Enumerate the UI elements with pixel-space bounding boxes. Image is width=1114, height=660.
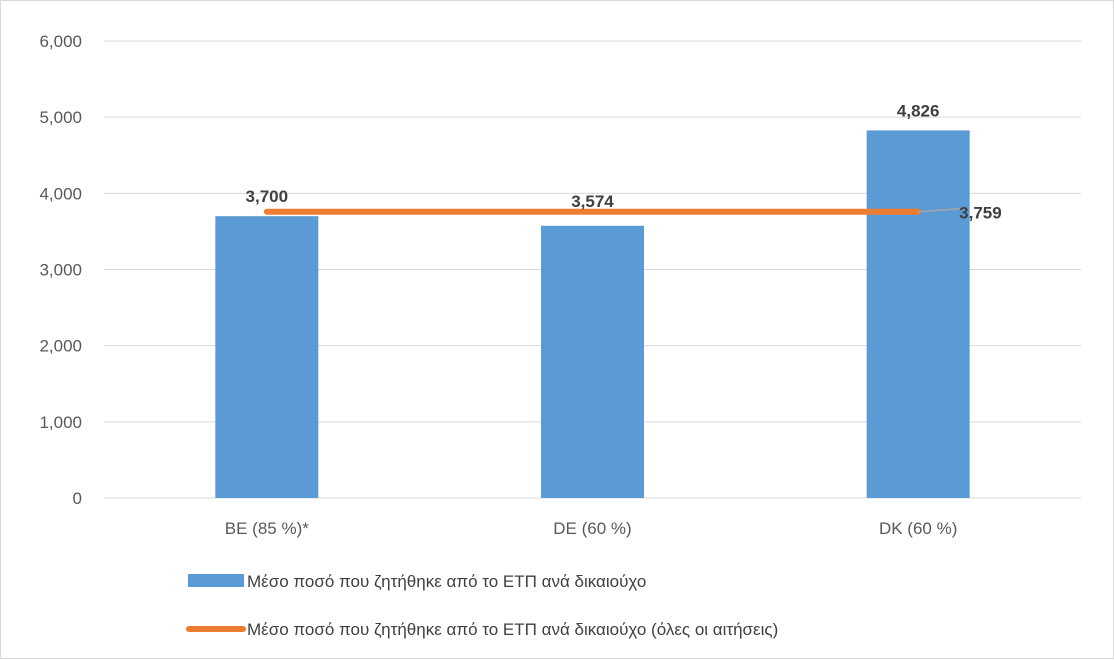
legend-swatch-bar [188,574,244,587]
x-tick-label: DK (60 %) [879,519,957,538]
legend-item-line: Μέσο ποσό που ζητήθηκε από το ΕΤΠ ανά δι… [189,620,778,639]
y-tick-label: 0 [73,489,82,508]
average-value-label: 3,759 [959,204,1002,223]
legend-label-line: Μέσο ποσό που ζητήθηκε από το ΕΤΠ ανά δι… [247,620,778,639]
x-axis-tick-labels: BE (85 %)* DE (60 %) DK (60 %) [225,519,958,538]
y-tick-label: 4,000 [39,184,82,203]
x-tick-label: BE (85 %)* [225,519,309,538]
y-tick-label: 3,000 [39,261,82,280]
legend: Μέσο ποσό που ζητήθηκε από το ΕΤΠ ανά δι… [188,572,778,639]
legend-item-bar: Μέσο ποσό που ζητήθηκε από το ΕΤΠ ανά δι… [188,572,646,591]
bar-value-label: 3,574 [571,192,614,211]
x-tick-label: DE (60 %) [553,519,631,538]
bar-value-label: 4,826 [897,101,940,120]
y-tick-label: 1,000 [39,413,82,432]
y-axis-tick-labels: 0 1,000 2,000 3,000 4,000 5,000 6,000 [39,32,82,508]
legend-label-bar: Μέσο ποσό που ζητήθηκε από το ΕΤΠ ανά δι… [247,572,646,591]
bar [867,130,970,498]
bars [215,130,969,498]
y-tick-label: 6,000 [39,32,82,51]
bar [541,226,644,498]
y-tick-label: 2,000 [39,337,82,356]
y-tick-label: 5,000 [39,108,82,127]
bar-value-label: 3,700 [246,187,289,206]
bar [215,216,318,498]
